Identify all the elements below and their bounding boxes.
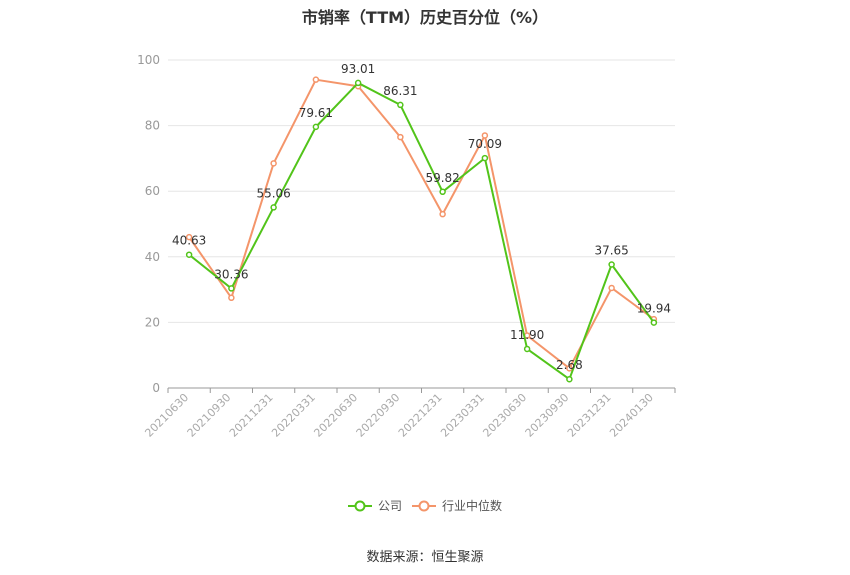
y-tick-label: 20 [145,315,160,329]
x-tick-label: 20240130 [607,391,656,440]
series-line [188,78,655,370]
data-point [228,294,235,302]
data-point [397,133,404,141]
legend-label: 行业中位数 [442,498,502,513]
y-tick-label: 0 [152,381,160,395]
data-point [354,79,362,87]
series-lines [185,76,658,383]
data-point [608,261,615,268]
data-point [439,188,446,196]
data-label: 79.61 [299,106,333,120]
data-point [481,154,489,162]
x-tick-label: 20210930 [185,391,234,440]
chart-title: 市销率（TTM）历史百分位（%） [301,8,549,27]
data-label: 55.06 [256,186,290,200]
data-point [228,285,235,292]
data-point [185,251,193,258]
y-tick-label: 40 [145,250,160,264]
data-point [397,101,404,109]
data-label: 93.01 [341,62,375,76]
legend[interactable]: 公司 行业中位数 [348,498,502,513]
data-label: 70.09 [468,137,502,151]
data-point [481,132,489,139]
data-point [185,233,193,241]
data-label: 19.94 [637,302,671,316]
data-label: 37.65 [594,244,628,258]
data-point [270,160,277,167]
x-tick-label: 20211231 [227,391,276,440]
x-tick-label: 20230331 [438,391,487,440]
legend-marker [354,500,366,512]
data-point [312,76,320,83]
legend-marker [418,500,430,512]
x-tick-label: 20220331 [269,391,318,440]
x-tick-label: 20220630 [311,391,360,440]
source-note: 数据来源：恒生聚源 [366,550,484,565]
x-tick-label: 20231231 [565,391,614,440]
x-tick-label: 20210630 [142,391,191,440]
data-label: 59.82 [425,171,459,185]
x-tick-label: 20220930 [354,391,403,440]
data-point [270,204,277,211]
data-label: 11.90 [510,328,544,342]
y-tick-label: 60 [145,184,160,198]
data-point [523,345,531,353]
data-point [650,319,658,326]
data-point [566,375,573,383]
x-tick-label: 20230630 [480,391,529,440]
x-tick-label: 20221231 [396,391,445,440]
data-label: 30.36 [214,267,248,281]
y-tick-label: 100 [137,53,160,67]
x-tick-label: 20230930 [523,391,572,440]
data-labels: 40.63 30.36 55.06 79.61 93.01 86.31 59.82 70.09… [172,62,671,372]
legend-label: 公司 [378,499,402,513]
data-label: 40.63 [172,234,206,248]
data-point [566,365,573,372]
data-label: 86.31 [383,84,417,98]
data-point [439,210,446,218]
series-line [188,81,655,381]
y-tick-label: 80 [145,119,160,133]
data-point [312,123,320,131]
data-point [608,284,615,292]
grid-lines [168,59,675,323]
data-label: 2.68 [556,358,583,372]
